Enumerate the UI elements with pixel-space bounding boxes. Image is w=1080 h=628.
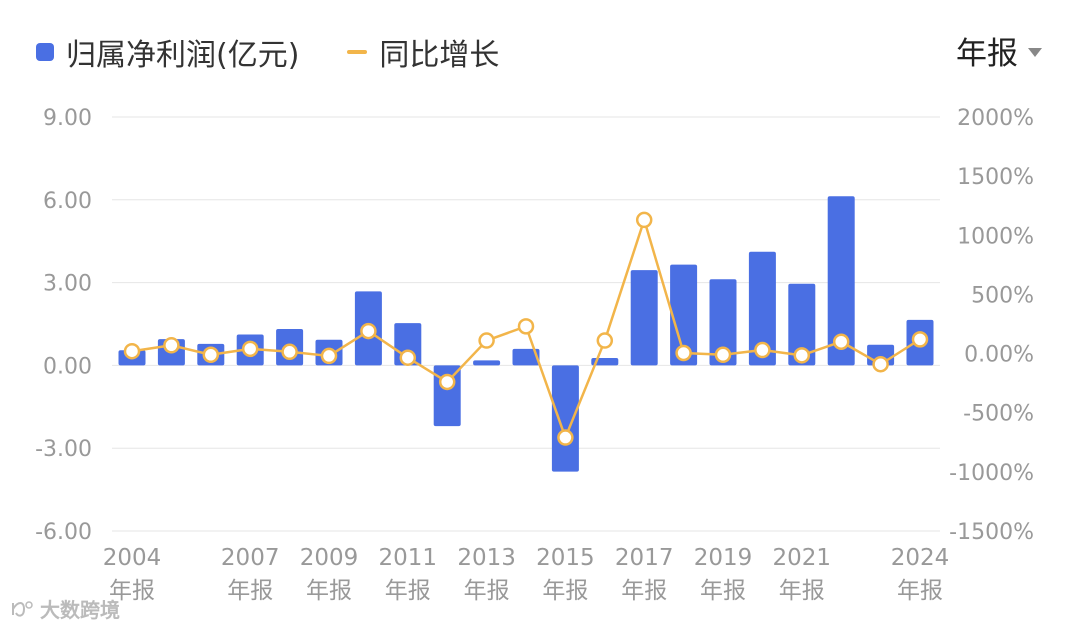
growth-point-2006 xyxy=(202,346,220,364)
legend-line-label: 同比增长 xyxy=(379,38,500,73)
x-tick-suffix: 年报 xyxy=(700,578,746,604)
bar-2018 xyxy=(670,264,698,366)
legend: 归属净利润(亿元) 同比增长 xyxy=(36,30,547,74)
y-right-tick-label: -1500% xyxy=(949,520,1034,545)
growth-point-2017 xyxy=(635,211,653,229)
x-tick-suffix: 年报 xyxy=(779,578,825,604)
growth-point-2019 xyxy=(714,346,732,364)
x-tick-suffix: 年报 xyxy=(385,578,431,604)
x-tick-year: 2021 xyxy=(773,545,832,571)
x-tick-year: 2007 xyxy=(221,545,280,571)
growth-point-2005 xyxy=(163,337,180,354)
legend-bar-label: 归属净利润(亿元) xyxy=(66,38,300,73)
legend-item-net-profit[interactable]: 归属净利润(亿元) xyxy=(36,30,299,74)
y-right-tick-label: 0.00% xyxy=(964,343,1034,368)
y-right-tick-label: 2000% xyxy=(957,106,1034,131)
x-tick-suffix: 年报 xyxy=(227,578,273,604)
y-right-tick-label: -500% xyxy=(963,402,1034,427)
growth-point-2011 xyxy=(399,349,417,366)
bar-2014 xyxy=(512,348,540,366)
y-left-tick-label: 0.00 xyxy=(43,354,92,379)
watermark: 大数跨境 xyxy=(10,594,120,623)
watermark-logo-icon xyxy=(12,600,33,617)
growth-point-2008 xyxy=(281,343,298,361)
x-tick-year: 2015 xyxy=(536,545,595,571)
legend-item-yoy-growth[interactable]: 同比增长 xyxy=(347,30,499,74)
x-tick-year: 2019 xyxy=(694,545,753,571)
y-right-tick-label: 500% xyxy=(971,283,1034,308)
growth-point-2020 xyxy=(754,341,771,359)
x-tick-suffix: 年报 xyxy=(542,578,588,604)
y-left-tick-label: 6.00 xyxy=(43,189,92,214)
y-left-tick-label: -6.00 xyxy=(35,520,92,545)
bar-2020 xyxy=(748,251,776,366)
x-tick-year: 2004 xyxy=(103,545,162,571)
y-left-tick-label: 3.00 xyxy=(43,272,92,297)
y-right-tick-label: 1000% xyxy=(957,224,1034,249)
bar-2022 xyxy=(827,196,855,366)
legend-line-swatch xyxy=(347,50,368,54)
x-tick-suffix: 年报 xyxy=(109,578,155,604)
growth-point-2024 xyxy=(911,331,929,348)
x-tick-suffix: 年报 xyxy=(464,578,510,604)
chevron-down-icon xyxy=(1028,48,1042,57)
bar-2015 xyxy=(551,365,579,472)
bar-2019 xyxy=(709,279,737,366)
y-right-tick-label: 1500% xyxy=(957,165,1034,190)
bar-2013 xyxy=(473,360,501,366)
x-tick-year: 2011 xyxy=(379,545,438,571)
period-selector[interactable]: 年报 xyxy=(956,28,1042,73)
growth-point-2023 xyxy=(872,355,889,373)
period-selector-label: 年报 xyxy=(956,36,1018,72)
watermark-text: 大数跨境 xyxy=(40,598,120,622)
growth-point-2004 xyxy=(123,342,141,360)
growth-point-2015 xyxy=(557,429,574,446)
y-right-tick-label: -1000% xyxy=(949,461,1034,486)
growth-point-2016 xyxy=(596,332,614,349)
growth-point-2018 xyxy=(675,344,692,362)
x-tick-year: 2024 xyxy=(891,545,950,571)
growth-point-2007 xyxy=(241,340,259,358)
x-tick-year: 2017 xyxy=(615,545,674,571)
x-tick-suffix: 年报 xyxy=(306,578,352,604)
growth-point-2022 xyxy=(832,333,850,350)
growth-point-2013 xyxy=(478,332,495,349)
x-tick-suffix: 年报 xyxy=(897,578,943,604)
growth-point-2021 xyxy=(793,347,811,364)
y-left-tick-label: -3.00 xyxy=(35,437,92,462)
x-tick-year: 2013 xyxy=(457,545,516,571)
growth-point-2010 xyxy=(360,322,377,340)
legend-bar-swatch xyxy=(36,43,54,61)
growth-point-2009 xyxy=(320,347,338,365)
growth-point-2012 xyxy=(438,373,456,391)
bar-2021 xyxy=(788,283,816,366)
x-tick-suffix: 年报 xyxy=(621,578,667,604)
x-tick-year: 2009 xyxy=(300,545,359,571)
growth-point-2014 xyxy=(517,318,535,335)
y-left-tick-label: 9.00 xyxy=(43,106,92,131)
bar-2017 xyxy=(630,270,658,366)
